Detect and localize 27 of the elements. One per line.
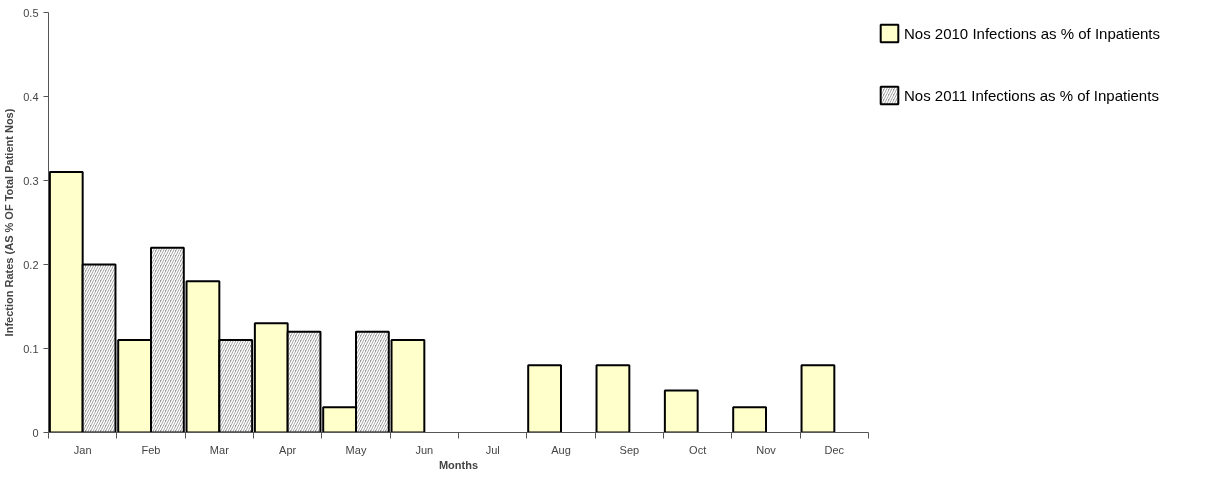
y-tick-label: 0.2 [23, 258, 39, 271]
x-tick-label: Nov [756, 443, 777, 456]
legend-label: Nos 2011 Infections as % of Inpatients [904, 86, 1159, 104]
x-tick-label: Jun [415, 443, 434, 456]
x-tick-label: Jan [73, 443, 92, 456]
y-tick-label: 0 [32, 426, 39, 439]
x-tick-label: Jul [485, 443, 500, 456]
y-axis-title: Infection Rates (AS % OF Total Patient Nos) [3, 108, 16, 337]
x-tick-label: Mar [209, 443, 230, 456]
bar [732, 406, 767, 433]
bar [527, 364, 562, 433]
y-tick-label: 0.4 [23, 90, 39, 103]
y-tick-label: 0.3 [23, 174, 39, 187]
legend-label: Nos 2010 Infections as % of Inpatients [904, 24, 1160, 42]
y-tick-label: 0.1 [23, 342, 39, 355]
x-tick-label: Aug [551, 443, 571, 456]
x-tick-label: Dec [824, 443, 845, 456]
x-tick-label: Apr [279, 443, 297, 456]
x-axis-title: Months [438, 458, 479, 471]
x-tick-label: May [345, 443, 367, 456]
x-tick-label: Oct [689, 443, 707, 456]
bar [663, 389, 699, 433]
x-tick-label: Sep [619, 443, 640, 456]
bar [800, 364, 836, 433]
x-tick-label: Feb [141, 443, 161, 456]
y-tick-label: 0.5 [23, 6, 39, 19]
bar [595, 364, 631, 433]
